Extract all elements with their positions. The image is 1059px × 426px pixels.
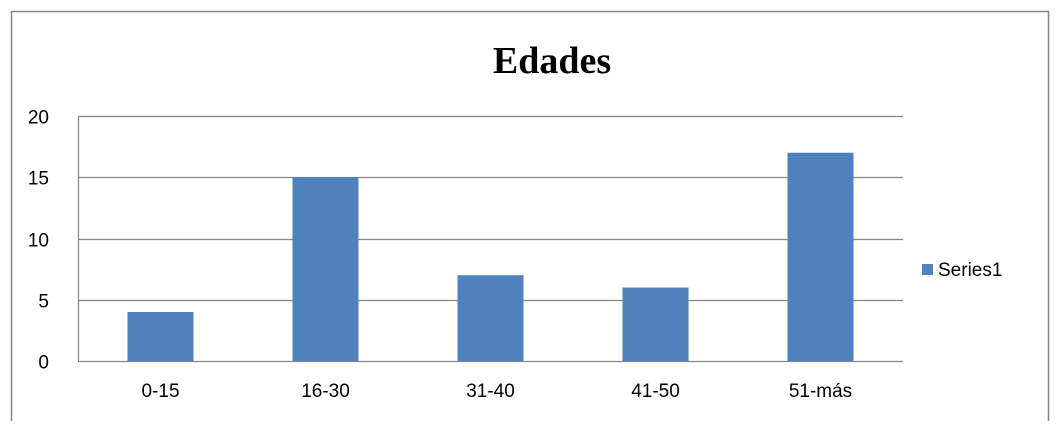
legend: Series1 — [922, 260, 1002, 281]
bar-16-30 — [292, 177, 359, 361]
x-tick-label: 16-30 — [301, 381, 350, 402]
y-tick-label: 5 — [38, 292, 49, 313]
y-axis: 0 5 10 15 20 — [28, 108, 80, 374]
legend-item: Series1 — [922, 260, 1002, 281]
bar-31-40 — [457, 275, 524, 361]
x-axis: 0-15 16-30 31-40 41-50 51-más — [141, 381, 852, 402]
y-tick-label: 20 — [28, 108, 49, 129]
y-tick-label: 0 — [38, 353, 49, 374]
bar-51-más — [787, 152, 854, 361]
x-tick-label: 51-más — [789, 381, 852, 402]
chart-title: Edades — [493, 40, 611, 82]
y-tick-label: 10 — [28, 231, 49, 252]
legend-label: Series1 — [938, 260, 1002, 281]
bars — [127, 152, 854, 361]
bar-0-15 — [127, 312, 194, 361]
x-tick-label: 31-40 — [466, 381, 515, 402]
y-tick-label: 15 — [28, 169, 49, 190]
bar-41-50 — [622, 287, 689, 361]
legend-swatch — [922, 264, 933, 275]
x-tick-label: 41-50 — [631, 381, 680, 402]
x-tick-label: 0-15 — [141, 381, 179, 402]
chart-border — [10, 10, 1050, 421]
